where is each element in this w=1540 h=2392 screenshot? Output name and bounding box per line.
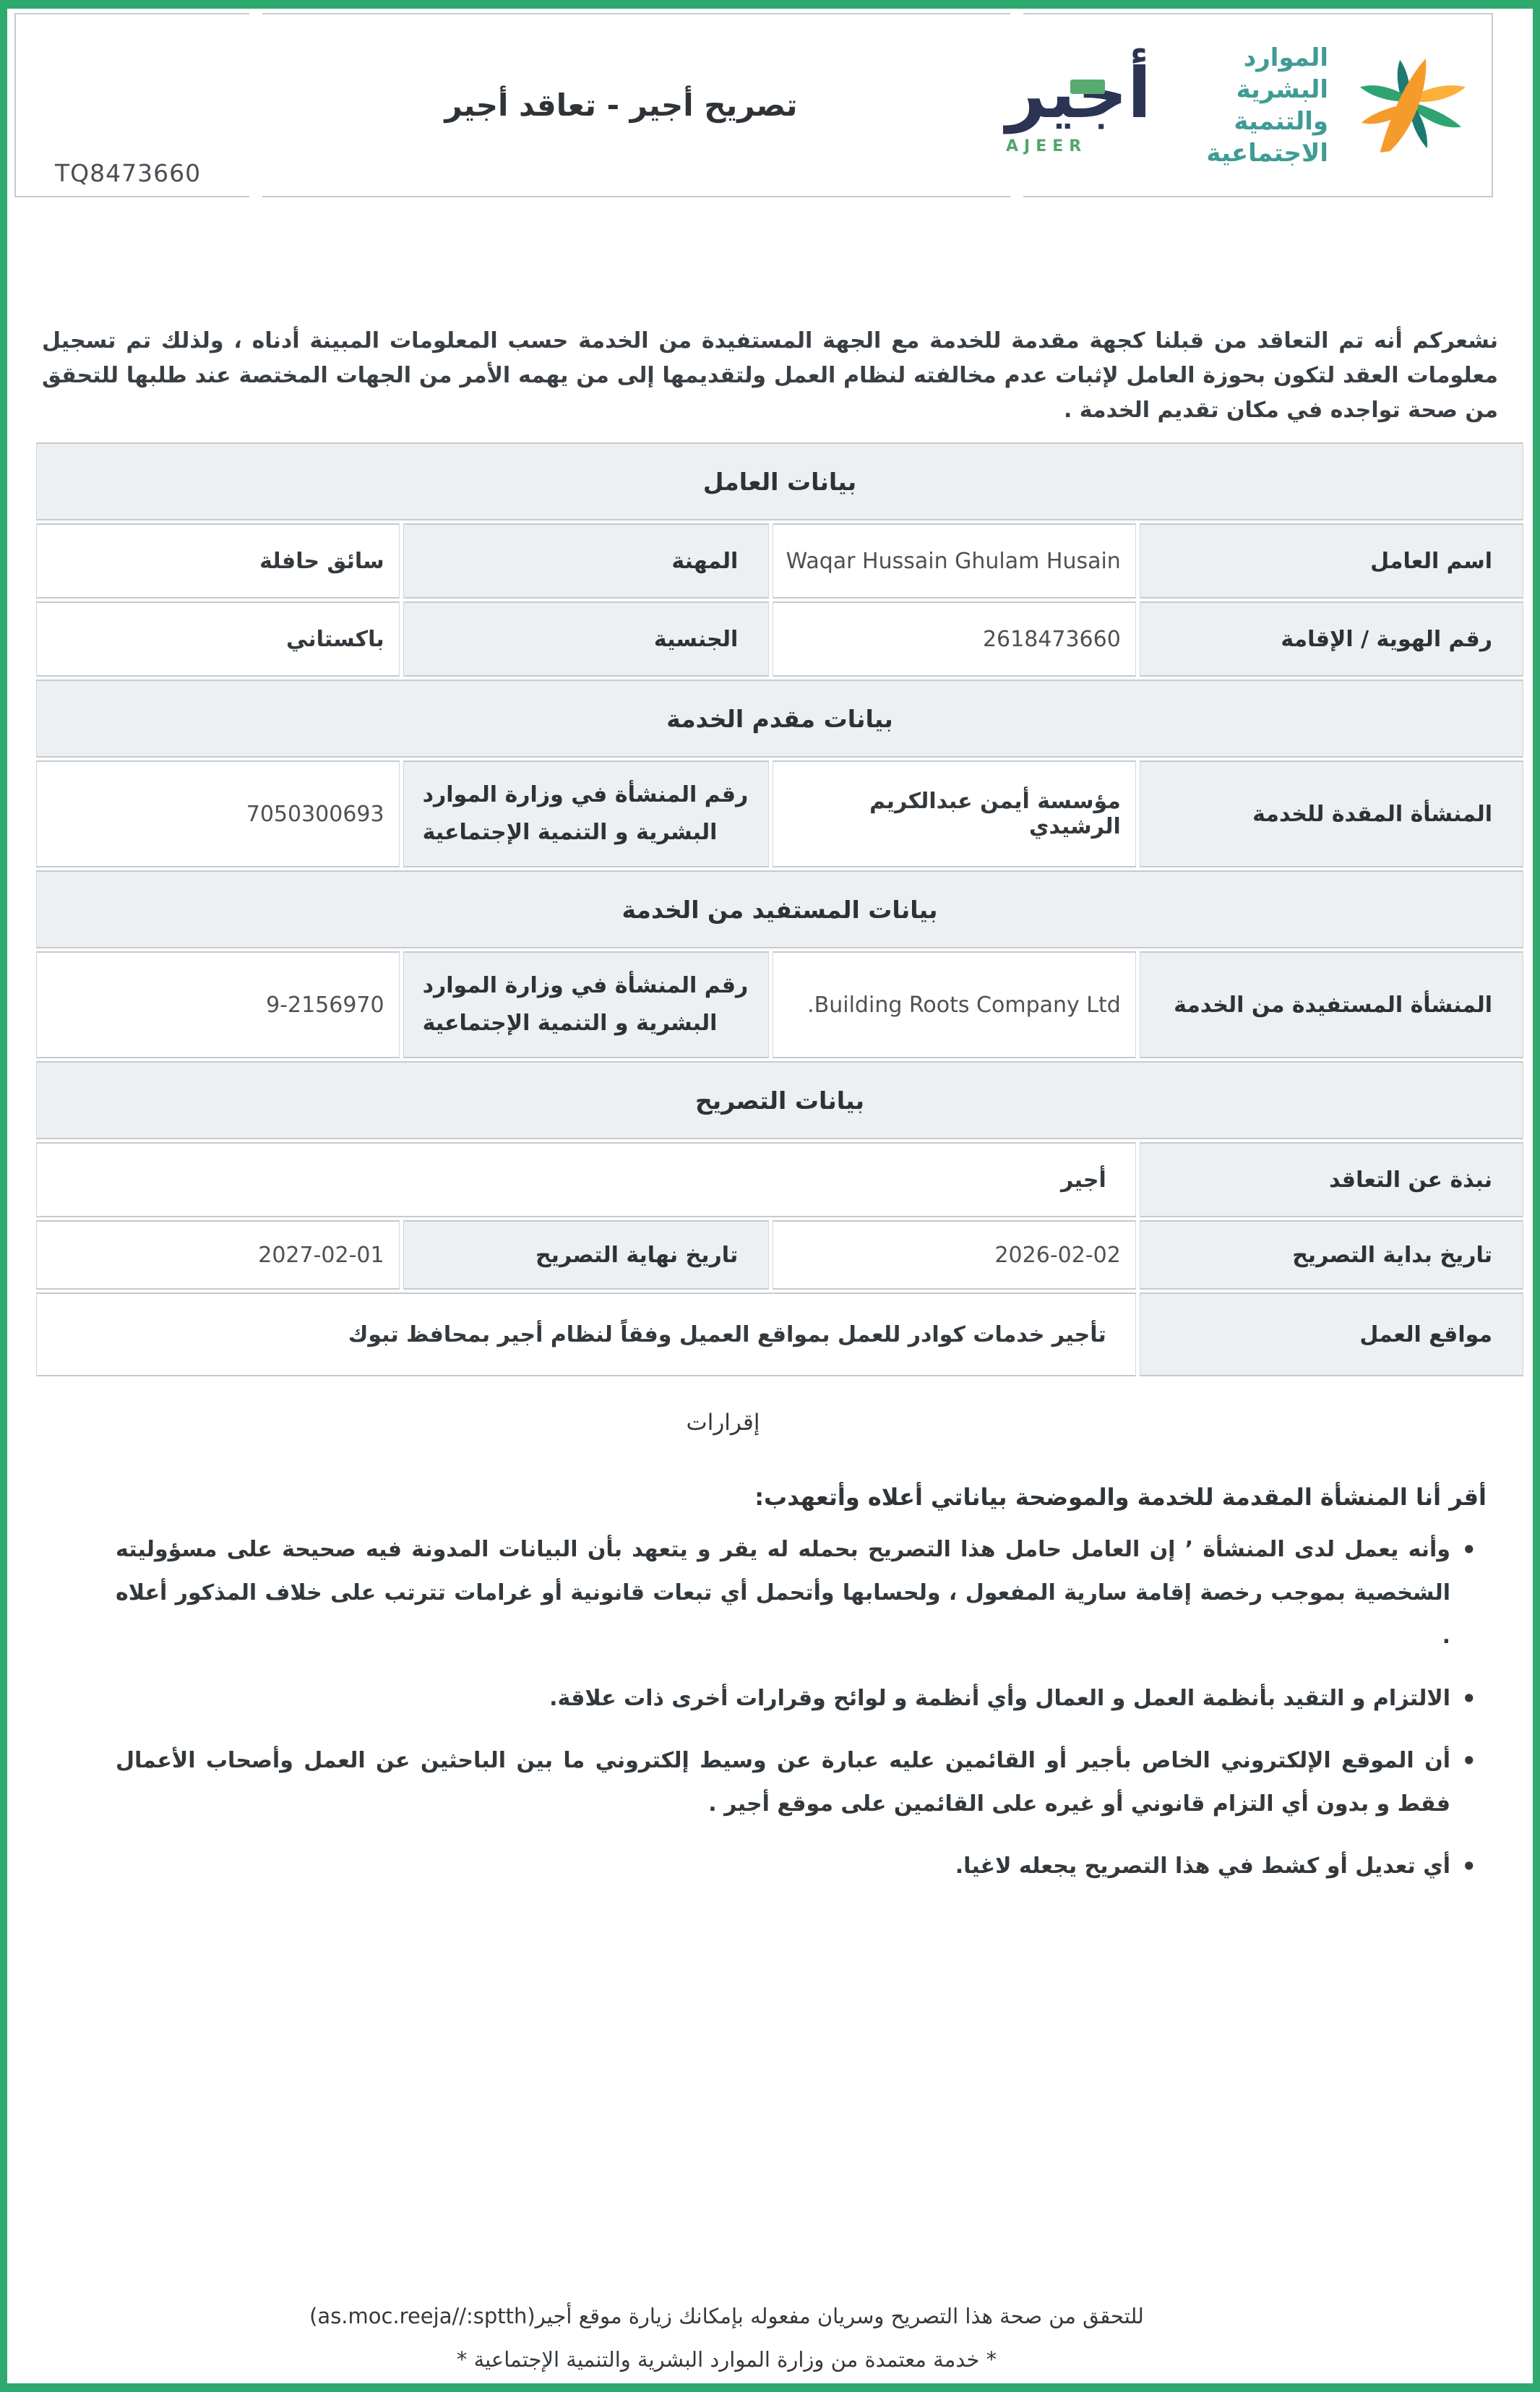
work-locations-value: تأجير خدمات كوادر للعمل بمواقع العميل وف… bbox=[36, 1293, 1136, 1376]
header-border-gap bbox=[1010, 13, 1023, 14]
worker-id-value: 2618473660 bbox=[773, 601, 1136, 677]
table-row: المنشأة المستفيدة من الخدمة Building Roo… bbox=[36, 951, 1523, 1058]
work-locations-label: مواقع العمل bbox=[1139, 1293, 1523, 1376]
permit-end-label: تاريخ نهاية التصريح bbox=[403, 1220, 770, 1290]
contract-about-value: أجير bbox=[36, 1142, 1136, 1217]
declarations-heading: أقر أنا المنشأة المقدمة للخدمة والموضحة … bbox=[754, 1483, 1487, 1511]
declaration-item: وأنه يعمل لدى المنشأة ’ إن العامل حامل ه… bbox=[116, 1528, 1481, 1658]
declaration-item: أن الموقع الإلكتروني الخاص بأجير أو القا… bbox=[116, 1739, 1481, 1826]
provider-est-value: مؤسسة أيمن عبدالكريم الرشيدي bbox=[773, 760, 1136, 867]
section-permit: بيانات التصريح bbox=[36, 1061, 1523, 1139]
declarations-list: وأنه يعمل لدى المنشأة ’ إن العامل حامل ه… bbox=[116, 1528, 1481, 1907]
table-row: المنشأة المقدة للخدمة مؤسسة أيمن عبدالكر… bbox=[36, 760, 1523, 867]
footer-approved-line: * خدمة معتمدة من وزارة الموارد البشرية و… bbox=[456, 2347, 997, 2372]
permit-table: بيانات العامل اسم العامل Waqar Hussain G… bbox=[33, 440, 1527, 1379]
worker-profession-label: المهنة bbox=[403, 523, 770, 599]
header-title-zone: تصريح أجير - تعاقد أجير bbox=[236, 14, 1006, 196]
section-title-provider: بيانات مقدم الخدمة bbox=[36, 680, 1523, 758]
declaration-item: الالتزام و التقيد بأنظمة العمل و العمال … bbox=[116, 1677, 1481, 1720]
section-worker: بيانات العامل bbox=[36, 442, 1523, 520]
footer-verify-line: للتحقق من صحة هذا التصريح وسريان مفعوله … bbox=[7, 2304, 1446, 2328]
worker-id-label: رقم الهوية / الإقامة bbox=[1139, 601, 1523, 677]
ministry-name-line1: الموارد البشرية bbox=[1236, 43, 1328, 104]
ajeer-logo: أجير AJEER bbox=[1006, 51, 1151, 155]
header-logos-zone: أجير AJEER الموارد البشرية والتنمية الاج… bbox=[1006, 14, 1492, 196]
ajeer-green-accent bbox=[1070, 80, 1105, 94]
header-left-zone: TQ8473660 bbox=[16, 14, 236, 196]
provider-number-label: رقم المنشأة في وزارة الموارد البشرية و ا… bbox=[403, 760, 770, 867]
page-title: تصريح أجير - تعاقد أجير bbox=[444, 87, 798, 123]
permit-number: TQ8473660 bbox=[55, 159, 202, 187]
provider-number-value: 7050300693 bbox=[36, 760, 400, 867]
declaration-item: أي تعديل أو كشط في هذا التصريح يجعله لاغ… bbox=[116, 1845, 1481, 1888]
header-border-gap bbox=[249, 196, 262, 197]
header-border-gap bbox=[1010, 196, 1023, 197]
beneficiary-number-label: رقم المنشأة في وزارة الموارد البشرية و ا… bbox=[403, 951, 770, 1058]
declarations-title: إقرارات bbox=[686, 1410, 760, 1436]
table-row: مواقع العمل تأجير خدمات كوادر للعمل بموا… bbox=[36, 1293, 1523, 1376]
permit-start-label: تاريخ بداية التصريح bbox=[1139, 1220, 1523, 1290]
worker-nationality-value: باكستاني bbox=[36, 601, 400, 677]
table-row: رقم الهوية / الإقامة 2618473660 الجنسية … bbox=[36, 601, 1523, 677]
footer-verify-text: للتحقق من صحة هذا التصريح وسريان مفعوله … bbox=[535, 2304, 1144, 2328]
footer-verify-url: (as.moc.reeja//:sptth) bbox=[309, 2304, 535, 2328]
ministry-logo-text: الموارد البشرية والتنمية الاجتماعية bbox=[1179, 42, 1328, 169]
hrsd-palm-icon bbox=[1360, 58, 1466, 153]
provider-est-label: المنشأة المقدة للخدمة bbox=[1139, 760, 1523, 867]
section-title-permit: بيانات التصريح bbox=[36, 1061, 1523, 1139]
header-border-gap bbox=[249, 13, 262, 14]
section-title-worker: بيانات العامل bbox=[36, 442, 1523, 520]
ajeer-latin-label: AJEER bbox=[1006, 137, 1088, 155]
section-title-beneficiary: بيانات المستفيد من الخدمة bbox=[36, 870, 1523, 948]
worker-nationality-label: الجنسية bbox=[403, 601, 770, 677]
worker-name-label: اسم العامل bbox=[1139, 523, 1523, 599]
beneficiary-est-value: Building Roots Company Ltd. bbox=[773, 951, 1136, 1058]
document-footer: للتحقق من صحة هذا التصريح وسريان مفعوله … bbox=[7, 2304, 1446, 2372]
table-row: اسم العامل Waqar Hussain Ghulam Husain ا… bbox=[36, 523, 1523, 599]
intro-paragraph: نشعركم أنه تم التعاقد من قبلنا كجهة مقدم… bbox=[42, 328, 1498, 423]
beneficiary-number-value: 9-2156970 bbox=[36, 951, 400, 1058]
ministry-name-line2: والتنمية الاجتماعية bbox=[1206, 106, 1328, 168]
document-header: TQ8473660 تصريح أجير - تعاقد أجير أجير A… bbox=[14, 13, 1493, 197]
table-row: نبذة عن التعاقد أجير bbox=[36, 1142, 1523, 1217]
worker-name-value: Waqar Hussain Ghulam Husain bbox=[773, 523, 1136, 599]
permit-start-value: 2026-02-02 bbox=[773, 1220, 1136, 1290]
contract-about-label: نبذة عن التعاقد bbox=[1139, 1142, 1523, 1217]
section-beneficiary: بيانات المستفيد من الخدمة bbox=[36, 870, 1523, 948]
beneficiary-est-label: المنشأة المستفيدة من الخدمة bbox=[1139, 951, 1523, 1058]
section-provider: بيانات مقدم الخدمة bbox=[36, 680, 1523, 758]
worker-profession-value: سائق حافلة bbox=[36, 523, 400, 599]
table-row: تاريخ بداية التصريح 2026-02-02 تاريخ نها… bbox=[36, 1220, 1523, 1290]
permit-end-value: 2027-02-01 bbox=[36, 1220, 400, 1290]
